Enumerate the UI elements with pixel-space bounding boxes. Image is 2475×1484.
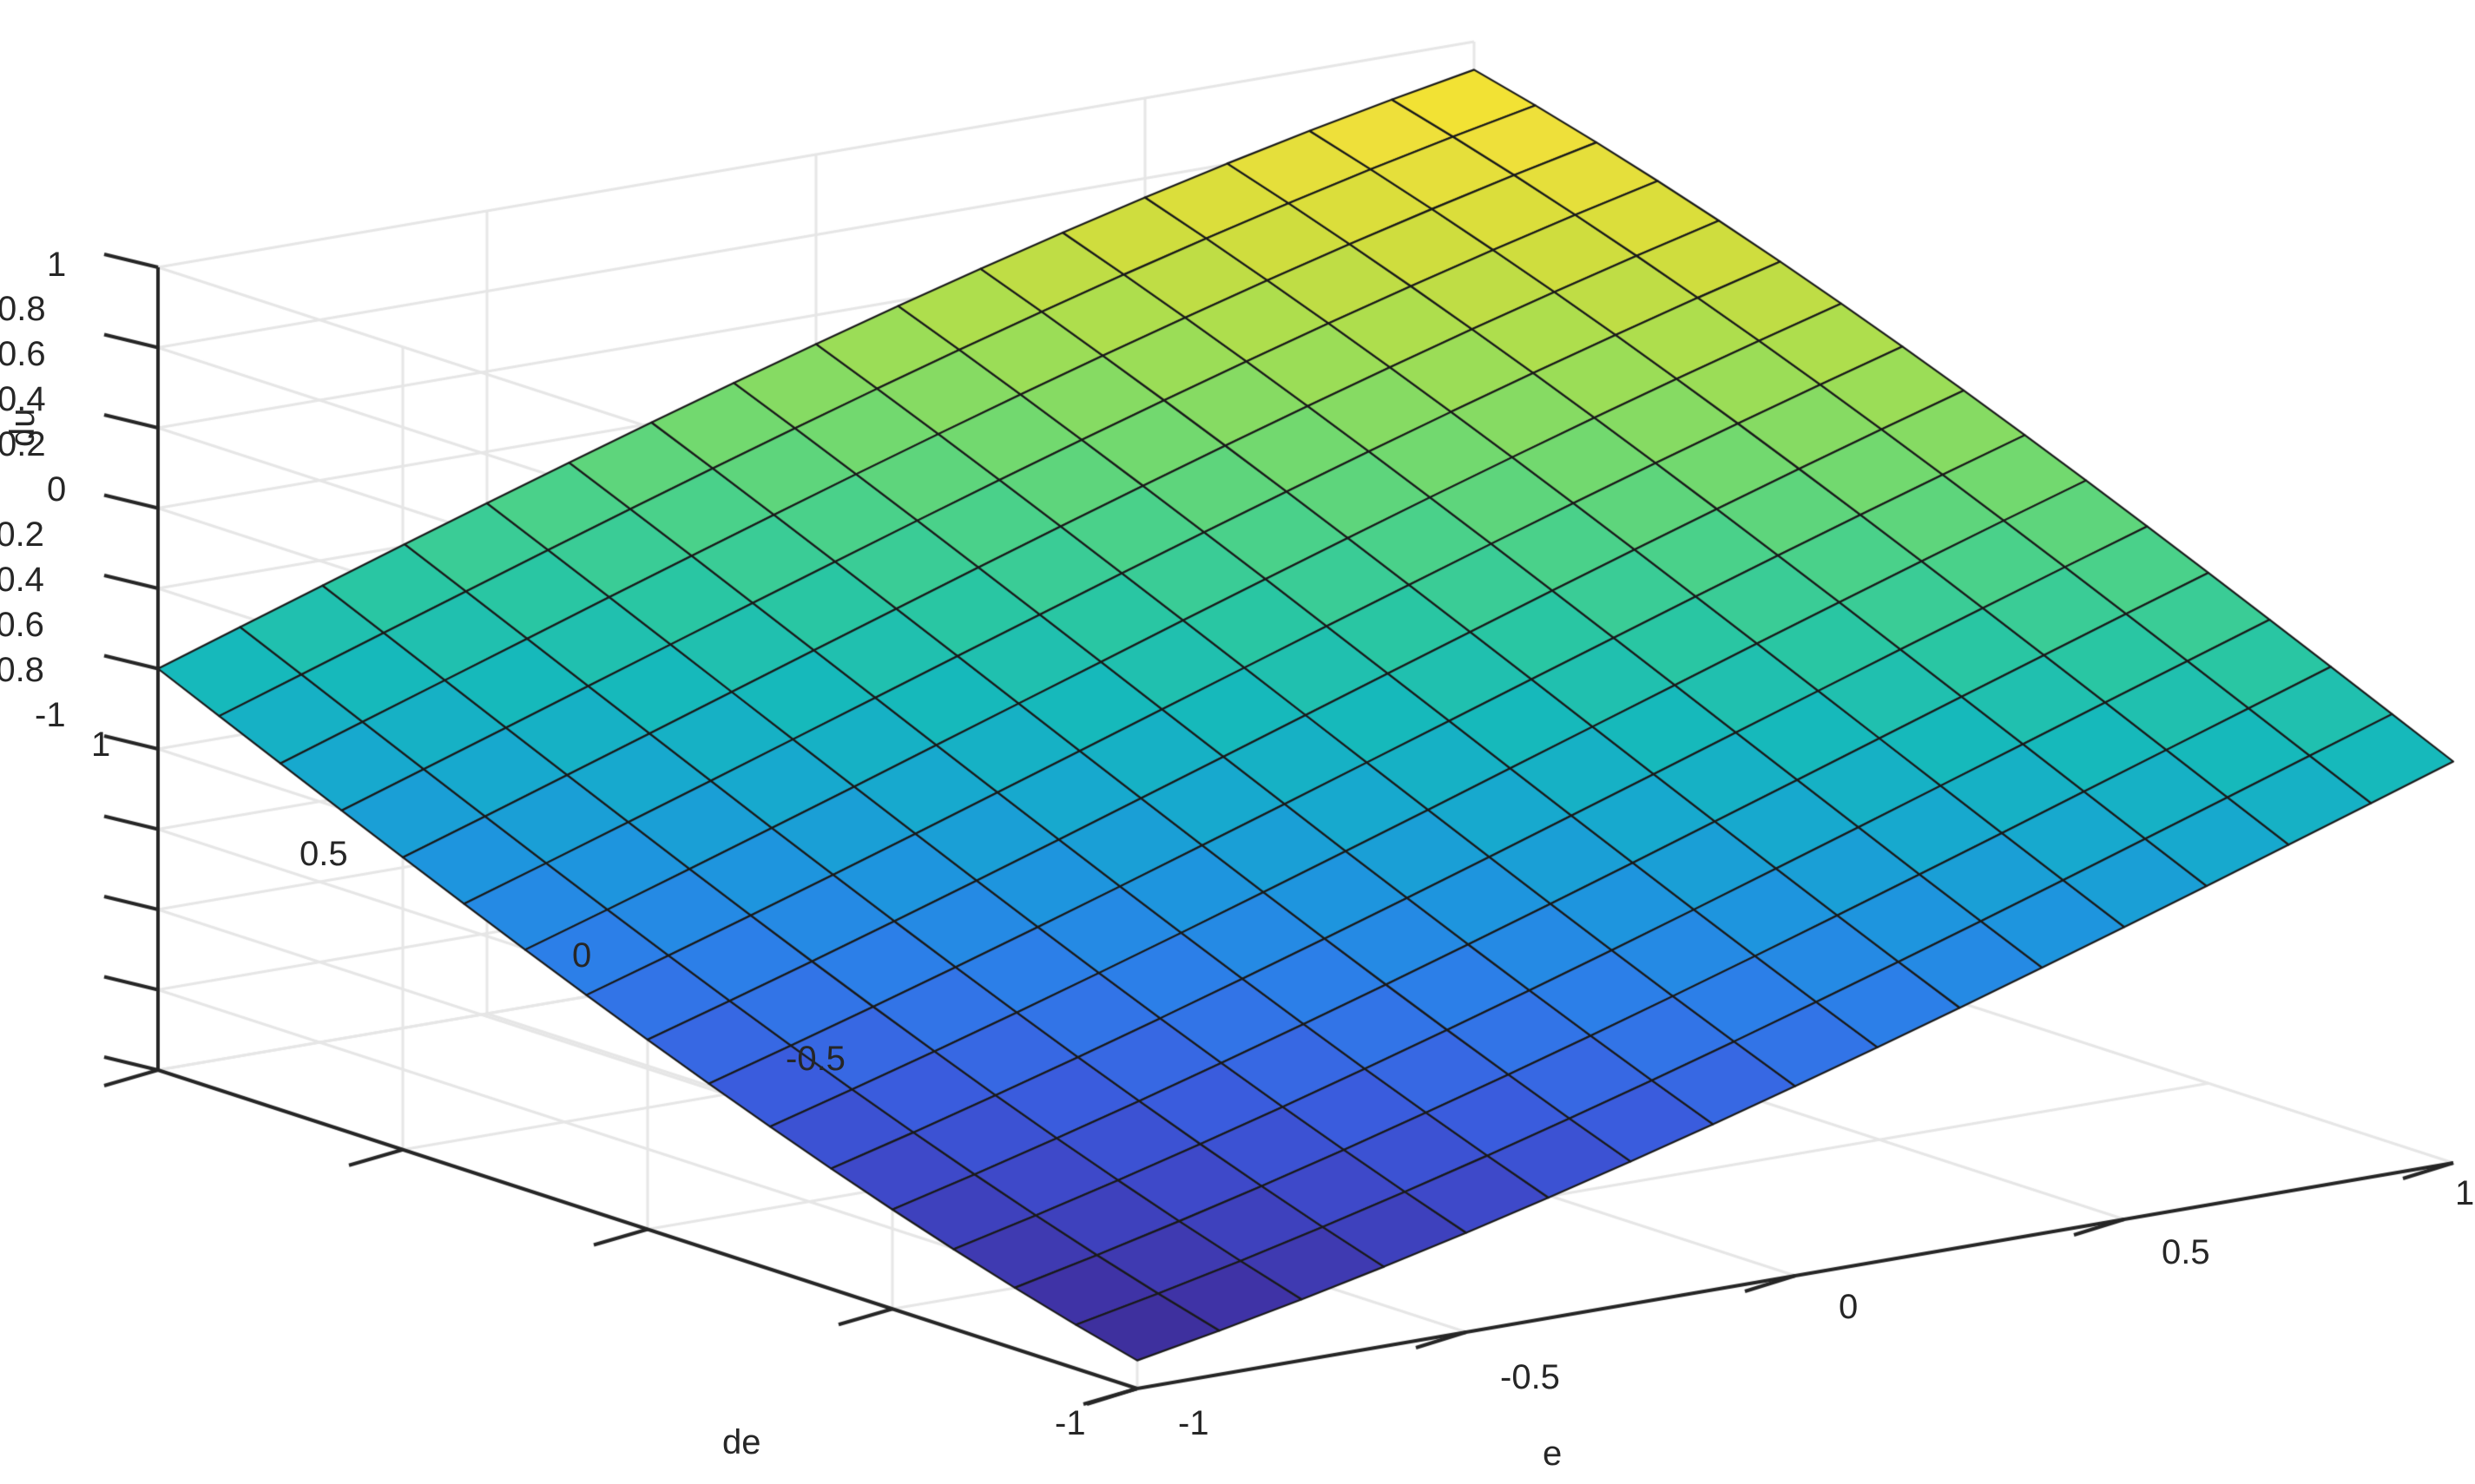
- ztick-label-0_8: 0.8: [0, 290, 46, 328]
- ztick-label-m1: -1: [35, 696, 66, 734]
- ztick-label-0_6: 0.6: [0, 335, 46, 373]
- z-axis-title: du: [3, 408, 42, 448]
- ztick-label-0_4: 0.4: [0, 380, 46, 418]
- ztick-label-0_2: 0.2: [0, 425, 46, 463]
- ztick-label-m0_8: -0.8: [0, 651, 44, 689]
- ztick-label-m0_4: -0.4: [0, 561, 44, 599]
- ytick-label-1: 1: [91, 726, 111, 764]
- ytick-label-m0_5: -0.5: [786, 1040, 846, 1078]
- xtick-label-m1: -1: [1178, 1404, 1209, 1442]
- ztick-label-0: 0: [47, 470, 67, 509]
- xtick-label-0_5: 0.5: [2162, 1233, 2210, 1271]
- ytick-label-0: 0: [572, 936, 592, 975]
- ztick-label-m0_2: -0.2: [0, 515, 44, 554]
- xtick-label-0: 0: [1839, 1288, 1859, 1326]
- ytick-label-0_5: 0.5: [300, 835, 348, 873]
- xtick-label-m0_5: -0.5: [1500, 1358, 1560, 1396]
- ytick-label-m1: -1: [1055, 1404, 1086, 1442]
- y-axis-title: de: [722, 1423, 761, 1461]
- x-axis-title: e: [1543, 1435, 1563, 1473]
- ztick-label-1: 1: [47, 246, 67, 284]
- xtick-label-1: 1: [2455, 1174, 2475, 1212]
- ztick-label-m0_6: -0.6: [0, 606, 44, 644]
